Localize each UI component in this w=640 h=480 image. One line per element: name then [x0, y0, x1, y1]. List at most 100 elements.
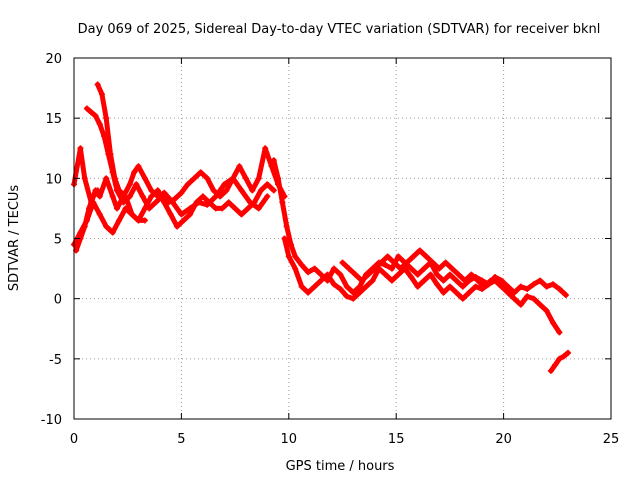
- data-point: [382, 261, 389, 268]
- data-point: [217, 193, 224, 200]
- data-point: [199, 193, 206, 200]
- data-point: [242, 175, 249, 182]
- y-tick-labels: -10 -5 0 5 10 15 20: [41, 52, 62, 428]
- data-point: [113, 205, 120, 212]
- data-point: [318, 271, 325, 278]
- data-point: [255, 205, 262, 212]
- data-point: [421, 265, 428, 272]
- data-point: [350, 289, 357, 296]
- data-point: [287, 241, 294, 248]
- data-point: [369, 277, 376, 284]
- data-point: [414, 271, 421, 278]
- data-point: [565, 349, 572, 356]
- data-point: [270, 187, 277, 194]
- data-point: [98, 91, 105, 98]
- x-tick-label: 15: [388, 432, 405, 447]
- data-point: [148, 187, 155, 194]
- data-point: [459, 283, 466, 290]
- data-point: [96, 121, 103, 128]
- data-point: [324, 271, 331, 278]
- data-point: [186, 211, 193, 218]
- data-point: [279, 199, 286, 206]
- x-tick-labels: 0 5 10 15 20 25: [70, 432, 619, 447]
- data-point: [161, 199, 168, 206]
- data-point: [249, 187, 256, 194]
- y-tick-label: 20: [45, 52, 62, 67]
- series-track-6: [270, 157, 569, 299]
- data-point: [337, 271, 344, 278]
- data-point: [251, 199, 258, 206]
- data-point: [223, 187, 230, 194]
- data-point: [135, 163, 142, 170]
- data-point: [466, 289, 473, 296]
- data-point: [225, 199, 232, 206]
- data-point: [88, 109, 95, 116]
- data-point: [178, 211, 185, 218]
- data-point: [81, 223, 88, 230]
- chart-title: Day 069 of 2025, Sidereal Day-to-day VTE…: [78, 22, 601, 37]
- data-point: [474, 277, 481, 284]
- data-point: [498, 283, 505, 290]
- data-point: [86, 205, 93, 212]
- data-series: [71, 81, 572, 374]
- data-point: [131, 169, 138, 176]
- data-point: [343, 293, 350, 300]
- data-point: [83, 105, 90, 112]
- data-point: [122, 205, 129, 212]
- data-point: [530, 295, 537, 302]
- data-point: [556, 329, 563, 336]
- data-point: [352, 271, 359, 278]
- data-point: [139, 193, 146, 200]
- data-point: [103, 115, 110, 122]
- data-point: [511, 289, 518, 296]
- data-point: [481, 283, 488, 290]
- data-point: [498, 277, 505, 284]
- y-axis-label: SDTVAR / TECUs: [7, 185, 22, 292]
- data-point: [167, 211, 174, 218]
- data-point: [141, 205, 148, 212]
- data-point: [285, 253, 292, 260]
- data-point: [446, 271, 453, 278]
- data-point: [408, 274, 415, 281]
- data-point: [453, 289, 460, 296]
- data-point: [530, 281, 537, 288]
- data-point: [543, 283, 550, 290]
- data-point: [96, 211, 103, 218]
- series-path: [548, 350, 571, 374]
- x-tick-label: 25: [603, 432, 620, 447]
- data-point: [434, 281, 441, 288]
- data-point: [442, 259, 449, 266]
- data-point: [298, 283, 305, 290]
- data-point: [461, 277, 468, 284]
- data-point: [204, 175, 211, 182]
- series-track-1: [71, 145, 271, 218]
- x-tick-label: 10: [281, 432, 298, 447]
- data-point: [270, 157, 277, 164]
- data-point: [128, 211, 135, 218]
- y-tick-label: 0: [54, 293, 62, 308]
- data-point: [311, 265, 318, 272]
- data-point: [206, 199, 213, 206]
- data-point: [550, 281, 557, 288]
- data-point: [193, 199, 200, 206]
- data-point: [219, 205, 226, 212]
- data-point: [537, 277, 544, 284]
- data-point: [244, 205, 251, 212]
- data-point: [257, 187, 264, 194]
- data-point: [180, 217, 187, 224]
- data-point: [107, 151, 114, 158]
- data-point: [116, 217, 123, 224]
- data-point: [446, 283, 453, 290]
- data-point: [212, 205, 219, 212]
- data-point: [111, 175, 118, 182]
- data-point: [161, 189, 168, 196]
- data-point: [345, 265, 352, 272]
- data-point: [229, 175, 236, 182]
- data-point: [408, 265, 415, 272]
- data-point: [436, 265, 443, 272]
- data-point: [90, 193, 97, 200]
- data-point: [178, 189, 185, 196]
- data-point: [148, 193, 155, 200]
- series-track-5: [73, 187, 101, 254]
- data-point: [122, 193, 129, 200]
